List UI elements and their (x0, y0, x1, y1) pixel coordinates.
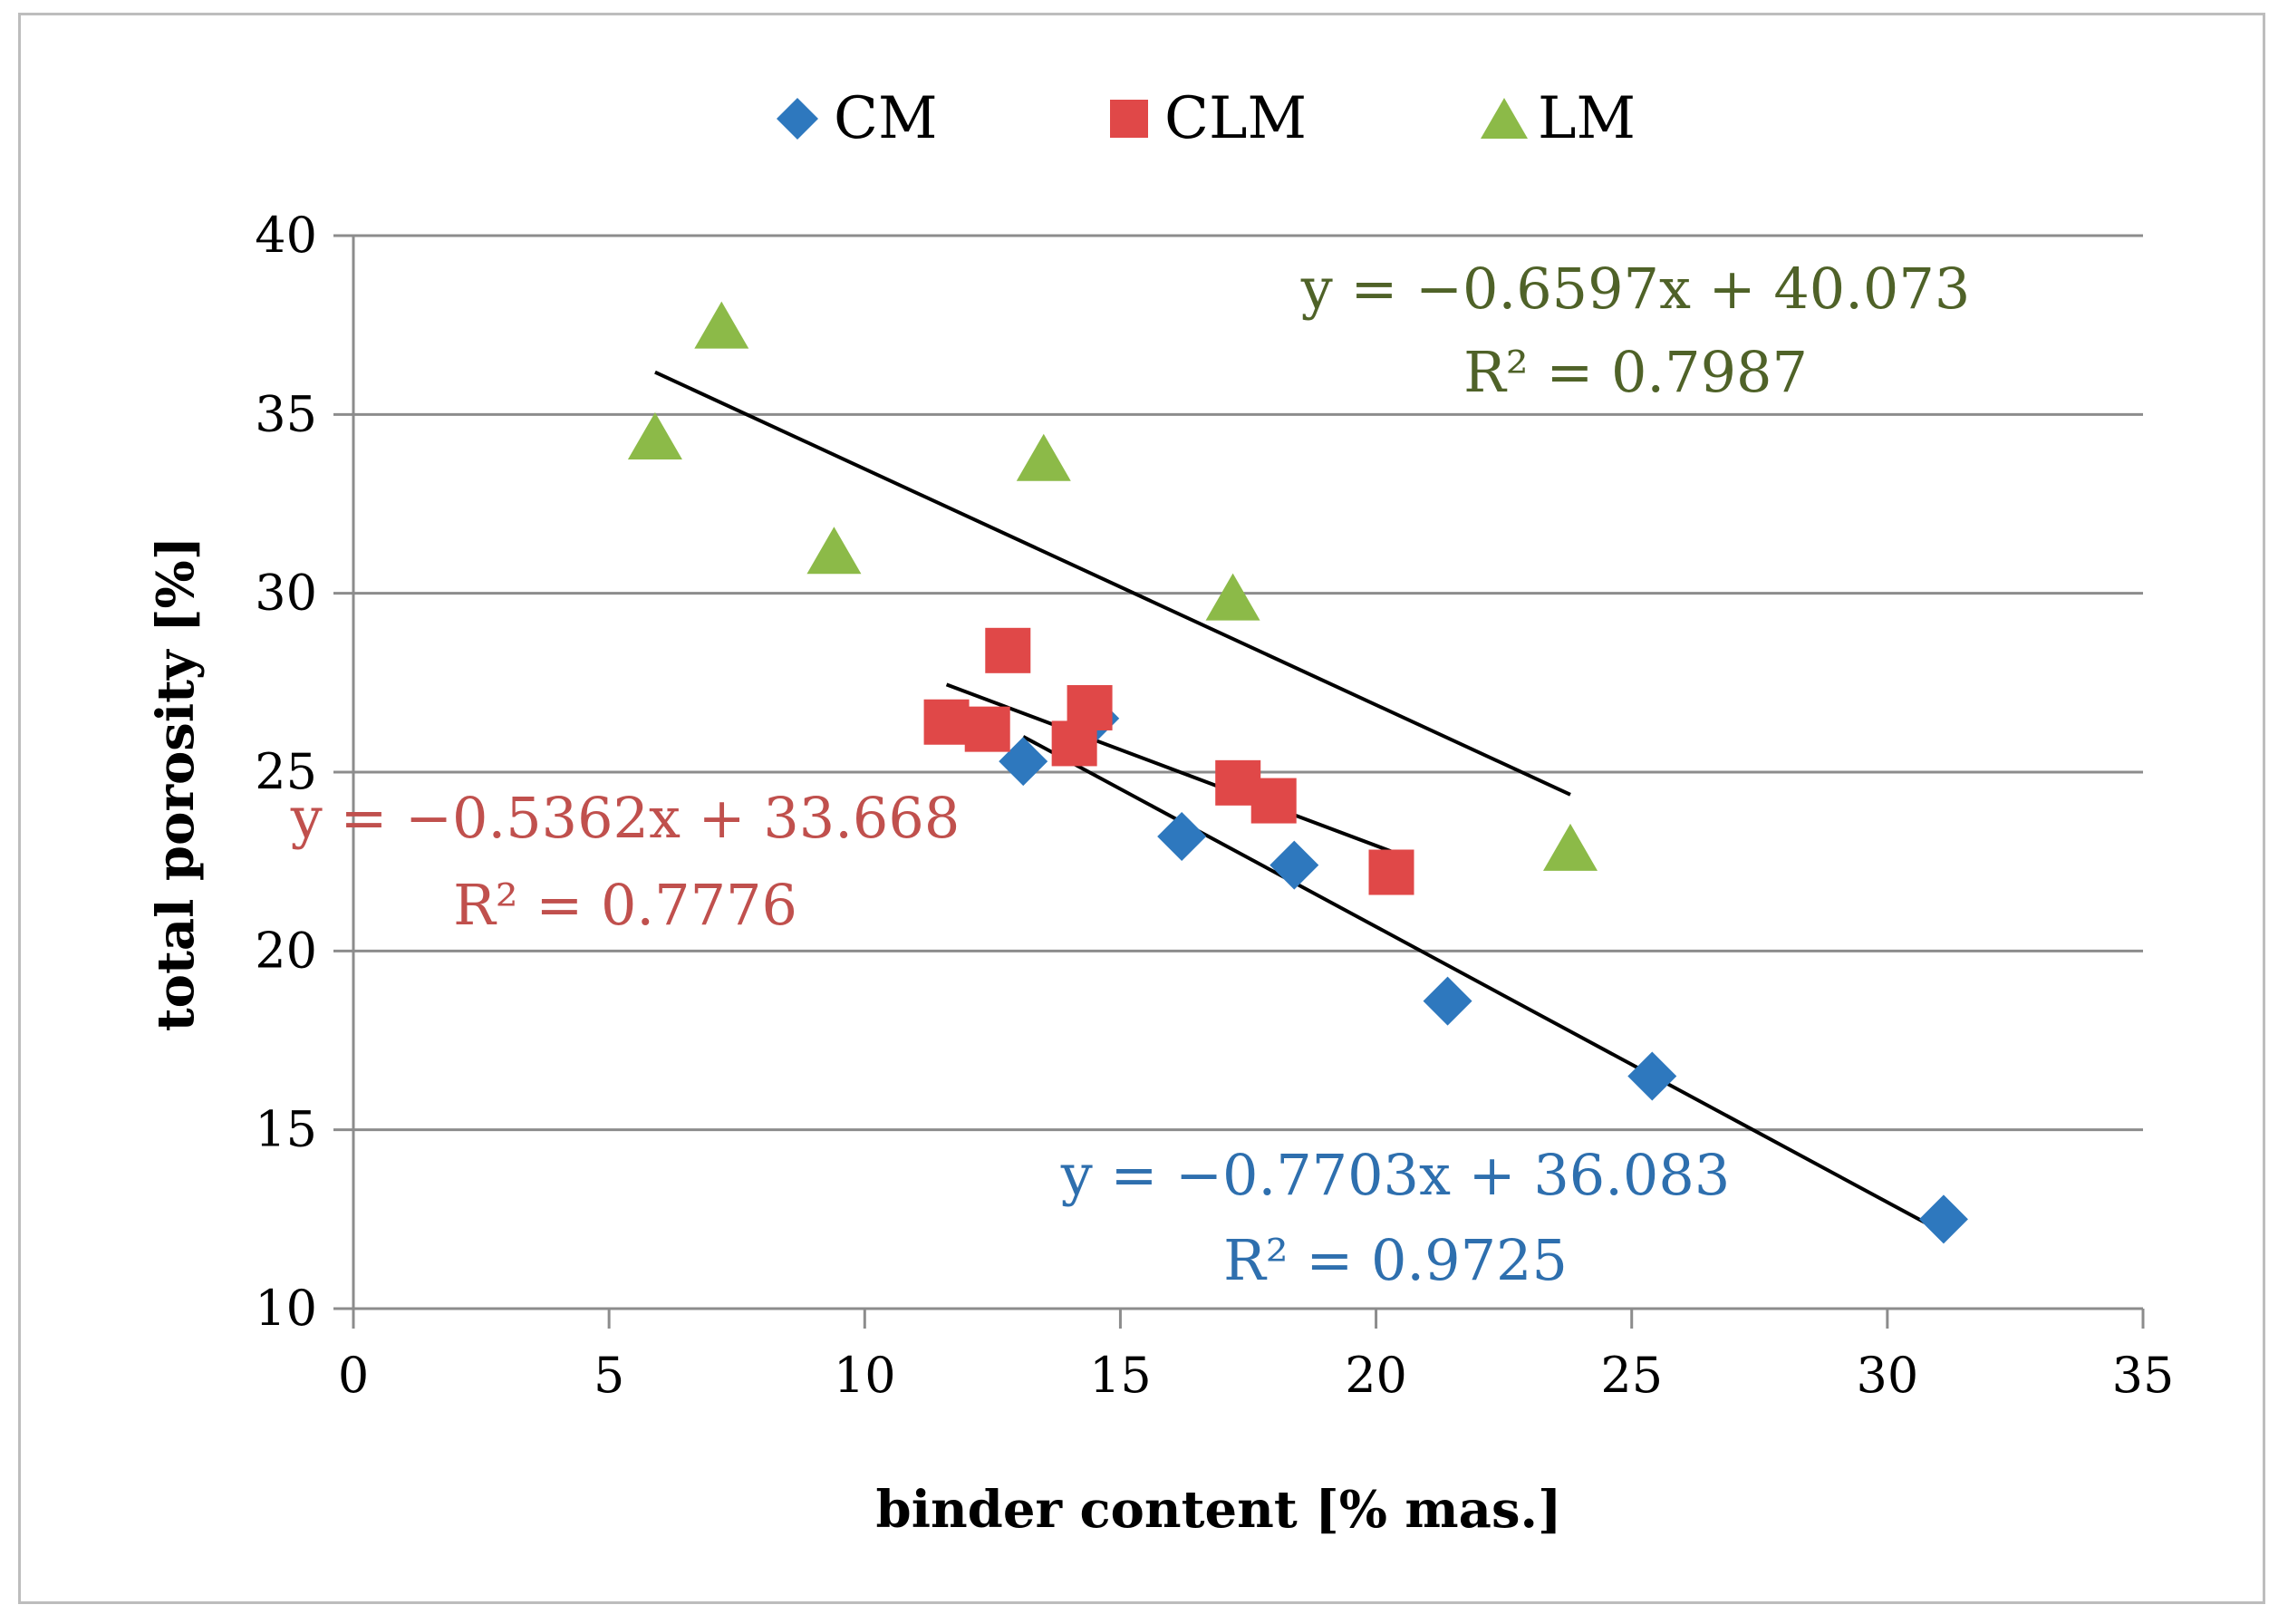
point-lm-2[interactable] (694, 301, 749, 349)
point-clm-8[interactable] (1368, 849, 1414, 895)
legend-label-cm: CM (834, 85, 938, 152)
point-lm-3[interactable] (806, 527, 862, 575)
y-tick-label-30: 30 (255, 565, 317, 622)
y-tick-label-15: 15 (255, 1101, 317, 1158)
cm-equation: y = −0.7703x + 36.083 (1060, 1142, 1731, 1208)
point-cm-1[interactable] (999, 737, 1048, 787)
legend: CM CLM LM (777, 85, 1636, 152)
lm-r2: R² = 0.7987 (1463, 339, 1808, 405)
point-clm-2[interactable] (964, 706, 1010, 752)
x-tick-label-15: 15 (1089, 1347, 1152, 1404)
legend-marker-clm (1110, 100, 1148, 138)
clm-equation: y = −0.5362x + 33.668 (290, 785, 961, 851)
y-tick-label-40: 40 (255, 207, 317, 264)
legend-item-clm[interactable]: CLM (1110, 85, 1307, 152)
y-tick-label-25: 25 (255, 743, 317, 800)
x-tick-labels: 0 5 10 15 20 25 30 35 (338, 1347, 2175, 1404)
point-lm-1[interactable] (627, 412, 682, 460)
legend-label-lm: LM (1538, 85, 1636, 152)
point-cm-6[interactable] (1627, 1051, 1677, 1101)
point-lm-5[interactable] (1205, 573, 1260, 621)
point-clm-1[interactable] (923, 699, 970, 745)
x-tick-label-30: 30 (1856, 1347, 1918, 1404)
data-points (627, 301, 1968, 1244)
trendline-lm (654, 370, 1571, 797)
axes (333, 234, 2145, 1329)
y-tick-label-35: 35 (255, 385, 317, 442)
y-tick-label-10: 10 (255, 1280, 317, 1337)
point-lm-4[interactable] (1016, 433, 1071, 481)
x-tick-label-5: 5 (594, 1347, 624, 1404)
point-cm-3[interactable] (1157, 812, 1207, 862)
legend-marker-lm (1481, 98, 1528, 139)
point-cm-4[interactable] (1270, 840, 1319, 890)
point-cm-7[interactable] (1918, 1194, 1968, 1244)
legend-label-clm: CLM (1164, 85, 1307, 152)
chart-frame (18, 13, 2265, 1604)
point-clm-5[interactable] (1067, 684, 1113, 730)
lm-equation: y = −0.6597x + 40.073 (1300, 256, 1971, 322)
cm-r2: R² = 0.9725 (1223, 1227, 1568, 1293)
gridlines (353, 234, 2143, 1132)
point-clm-7[interactable] (1250, 778, 1297, 824)
x-tick-label-20: 20 (1345, 1347, 1407, 1404)
legend-item-lm[interactable]: LM (1481, 85, 1636, 152)
trendline-equations: y = −0.6597x + 40.073 R² = 0.7987 y = −0… (290, 256, 1971, 1293)
clm-r2: R² = 0.7776 (453, 872, 797, 938)
point-clm-3[interactable] (985, 627, 1031, 673)
legend-marker-cm (777, 98, 818, 140)
x-tick-label-10: 10 (834, 1347, 896, 1404)
y-axis-title: total porosity [%] (146, 536, 206, 1031)
point-lm-6[interactable] (1543, 823, 1598, 871)
point-cm-5[interactable] (1423, 976, 1472, 1026)
y-tick-labels: 10 15 20 25 30 35 40 (255, 207, 317, 1337)
legend-item-cm[interactable]: CM (777, 85, 938, 152)
trendline-clm (945, 682, 1393, 854)
x-tick-label-35: 35 (2112, 1347, 2175, 1404)
x-axis-title: binder content [% mas.] (876, 1480, 1562, 1540)
x-tick-label-25: 25 (1600, 1347, 1663, 1404)
x-tick-label-0: 0 (338, 1347, 369, 1404)
y-tick-label-20: 20 (255, 922, 317, 979)
